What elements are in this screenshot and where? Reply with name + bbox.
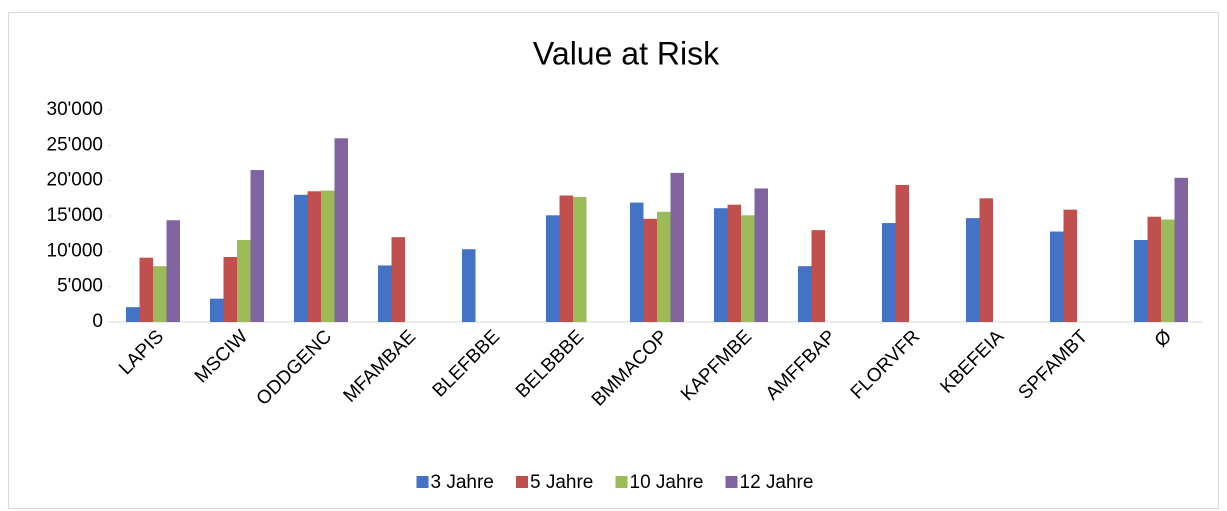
chart-frame — [8, 12, 1219, 509]
bar — [334, 138, 348, 322]
legend-label: 3 Jahre — [431, 472, 494, 493]
y-tick-label: 30'000 — [47, 99, 103, 120]
y-tick-label: 20'000 — [47, 170, 103, 191]
bar — [1161, 219, 1175, 322]
bar — [1147, 216, 1161, 322]
bar — [321, 190, 335, 322]
bar — [307, 191, 321, 322]
bar — [139, 257, 153, 322]
legend-swatch — [516, 476, 528, 488]
bar — [979, 198, 993, 322]
legend-swatch — [615, 476, 628, 488]
bar — [882, 223, 896, 322]
bar — [1134, 240, 1148, 322]
y-tick-label: 15'000 — [47, 205, 103, 226]
bar — [210, 298, 224, 322]
bar — [559, 195, 573, 322]
legend-label: 10 Jahre — [630, 472, 704, 493]
legend-label: 12 Jahre — [740, 472, 814, 493]
bar — [250, 170, 264, 322]
bar — [657, 211, 671, 322]
legend-swatch — [725, 476, 738, 488]
bar — [966, 218, 980, 322]
bar — [798, 266, 812, 322]
bar — [670, 172, 684, 322]
bar — [223, 256, 237, 322]
bar — [573, 196, 587, 322]
bar — [166, 220, 180, 322]
y-tick-label: 0 — [92, 311, 103, 332]
bar — [391, 237, 405, 322]
legend-label: 5 Jahre — [530, 472, 593, 493]
bar — [714, 208, 728, 322]
bar — [378, 265, 392, 322]
bar — [1050, 231, 1064, 322]
y-tick-label: 25'000 — [47, 134, 103, 155]
chart-title: Value at Risk — [533, 35, 720, 71]
bar — [126, 307, 140, 322]
y-tick-label: 5'000 — [57, 276, 103, 297]
bar — [643, 218, 657, 322]
bar — [727, 204, 741, 322]
bar — [754, 188, 768, 322]
bar — [546, 215, 560, 322]
bar — [1063, 209, 1077, 322]
bar — [153, 266, 167, 322]
bar — [895, 184, 909, 322]
bar — [237, 240, 251, 322]
bar — [294, 194, 308, 322]
legend-swatch — [416, 476, 429, 488]
bar — [462, 249, 476, 322]
bar — [630, 202, 644, 322]
y-tick-label: 10'000 — [47, 240, 103, 261]
bar — [741, 215, 755, 322]
bar — [1174, 177, 1188, 322]
bar — [811, 230, 825, 322]
